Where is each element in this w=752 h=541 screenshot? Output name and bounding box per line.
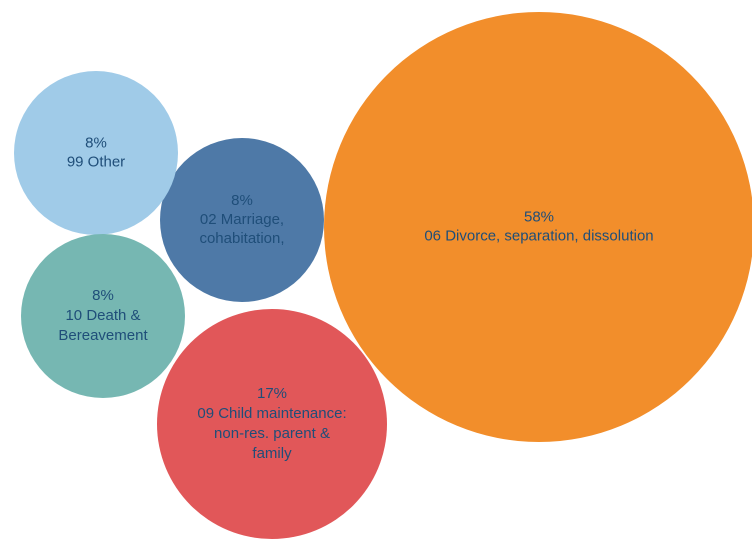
bubble-marriage[interactable]: 8% 02 Marriage, cohabitation, (160, 138, 324, 302)
bubble-label-child-maintenance: family (252, 445, 292, 462)
bubble-percent-marriage: 8% (231, 192, 253, 209)
bubble-circle-death[interactable] (21, 234, 185, 398)
bubble-label-death: 10 Death & (65, 307, 140, 324)
bubble-circle-divorce[interactable] (324, 12, 752, 442)
bubble-divorce[interactable]: 58% 06 Divorce, separation, dissolution (324, 12, 752, 442)
bubble-death[interactable]: 8% 10 Death & Bereavement (21, 234, 185, 398)
bubble-percent-child-maintenance: 17% (257, 385, 287, 402)
bubble-label-death: Bereavement (58, 327, 148, 344)
bubble-label-other: 99 Other (67, 153, 125, 170)
bubble-circle-marriage[interactable] (160, 138, 324, 302)
bubble-percent-other: 8% (85, 134, 107, 151)
bubble-label-marriage: cohabitation, (199, 230, 284, 247)
bubble-label-child-maintenance: 09 Child maintenance: (197, 405, 346, 422)
bubble-percent-death: 8% (92, 287, 114, 304)
bubble-circle-other[interactable] (14, 71, 178, 235)
bubble-label-child-maintenance: non-res. parent & (214, 425, 330, 442)
bubble-child-maintenance[interactable]: 17% 09 Child maintenance: non-res. parent … (157, 309, 387, 539)
bubble-percent-divorce: 58% (524, 208, 554, 225)
bubble-other[interactable]: 8% 99 Other (14, 71, 178, 235)
bubbles-layer: 58% 06 Divorce, separation, dissolution 17… (14, 12, 752, 539)
bubble-label-marriage: 02 Marriage, (200, 211, 284, 228)
bubble-label-divorce: 06 Divorce, separation, dissolution (424, 227, 653, 244)
bubble-circle-child-maintenance[interactable] (157, 309, 387, 539)
